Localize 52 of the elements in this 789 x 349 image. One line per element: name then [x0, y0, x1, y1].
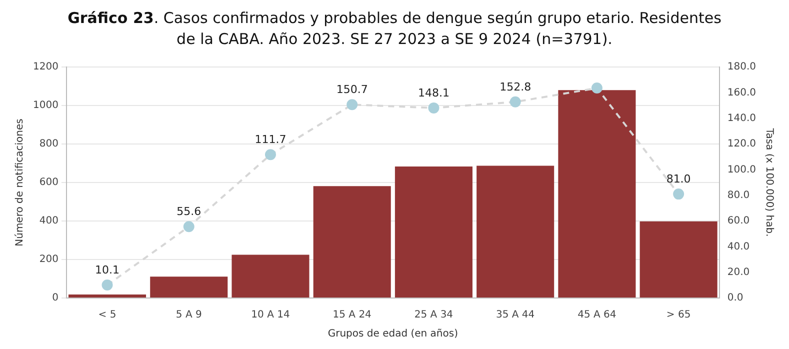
point — [183, 221, 194, 232]
data-label: 10.1 — [95, 263, 120, 276]
x-tick-label: 10 A 14 — [251, 310, 290, 321]
point — [346, 99, 358, 110]
y-tick-label: 0 — [52, 292, 58, 304]
point — [264, 149, 276, 160]
bar — [394, 166, 472, 298]
bar — [150, 276, 228, 298]
bar — [640, 221, 718, 298]
bar — [476, 166, 554, 298]
y2-tick-label: 60.0 — [727, 216, 750, 227]
y2-tick-label: 100.0 — [727, 164, 756, 176]
point — [428, 102, 440, 114]
data-label: 111.7 — [254, 133, 286, 146]
x-tick-label: 45 A 64 — [578, 310, 616, 321]
y2-tick-label: 0.0 — [727, 292, 744, 304]
point — [510, 96, 521, 108]
data-label: 81.0 — [666, 172, 691, 186]
y2-tick-label: 80.0 — [727, 190, 750, 201]
y-tick-label: 1000 — [32, 100, 58, 112]
x-tick-label: 5 A 9 — [176, 310, 202, 321]
bar — [558, 90, 636, 298]
y2-axis-title: Tasa (x 100.000) hab. — [763, 127, 774, 237]
y2-tick-label: 120.0 — [727, 138, 756, 150]
point — [102, 280, 113, 291]
y2-tick-label: 20.0 — [727, 266, 750, 278]
data-label: 152.8 — [500, 80, 532, 94]
bar — [313, 186, 391, 298]
x-axis-title: Grupos de edad (en años) — [328, 328, 458, 340]
y2-tick-label: 140.0 — [727, 112, 756, 124]
y-tick-label: 800 — [39, 138, 58, 150]
data-label: 148.1 — [418, 86, 450, 100]
data-label: 55.6 — [176, 205, 202, 218]
data-label: 150.7 — [336, 82, 368, 96]
y-tick-label: 1200 — [32, 62, 58, 73]
bar — [68, 294, 146, 298]
y-tick-label: 600 — [39, 177, 58, 188]
x-tick-label: 15 A 24 — [332, 310, 372, 321]
bar — [232, 254, 310, 298]
y2-tick-label: 160.0 — [727, 87, 756, 98]
chart-title: Gráfico 23. Casos confirmados y probables de dengue según grupo etario. Residentes de la CABA. Año 2023. SE 27 2023 a SE 9 2024 (n=3791). — [66, 8, 722, 50]
x-tick-label: 25 A 34 — [414, 310, 454, 321]
y2-tick-label: 180.0 — [727, 62, 756, 73]
point — [591, 82, 602, 94]
y-tick-label: 200 — [39, 254, 58, 266]
point — [673, 188, 684, 200]
y-axis-title: Número de notificaciones — [14, 118, 26, 246]
x-tick-label: > 65 — [666, 310, 691, 321]
y2-tick-label: 40.0 — [727, 241, 750, 252]
y-tick-label: 400 — [39, 216, 58, 227]
x-tick-label: 35 A 44 — [496, 310, 535, 321]
x-tick-label: < 5 — [98, 310, 116, 321]
